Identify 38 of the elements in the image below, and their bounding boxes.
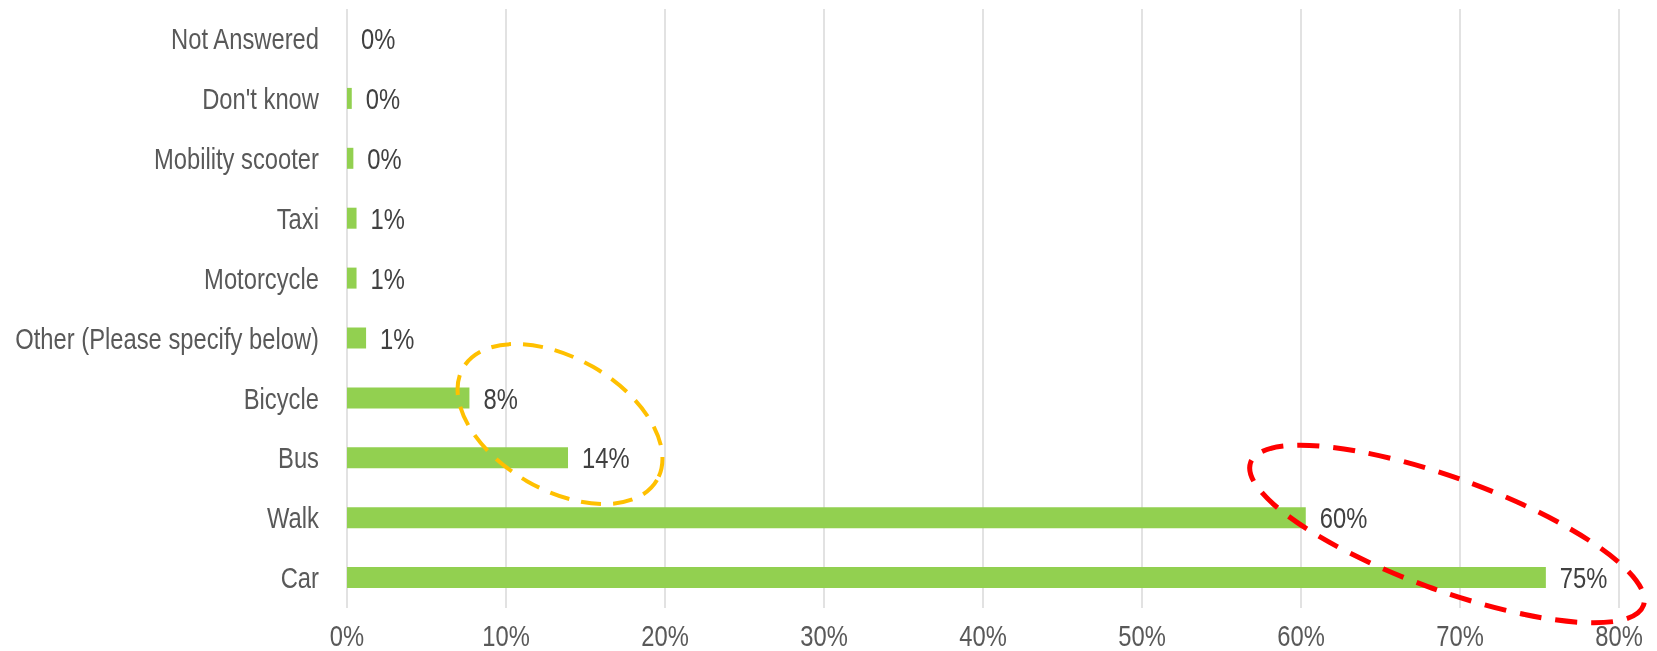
data-label: 0%: [365, 82, 401, 116]
bar: [347, 567, 1546, 589]
y-tick-label: Car: [280, 561, 320, 595]
bar: [347, 267, 357, 289]
y-tick-label: Other (Please specify below): [15, 322, 319, 356]
data-label: 75%: [1559, 561, 1608, 595]
y-tick-label: Bicycle: [243, 382, 319, 416]
bar: [347, 147, 354, 169]
data-label: 14%: [582, 442, 630, 475]
y-tick-label: Don't know: [202, 82, 320, 116]
x-tick-label: 40%: [959, 619, 1007, 651]
x-tick-label: 30%: [800, 619, 848, 651]
x-tick-label: 60%: [1277, 619, 1325, 651]
y-tick-label: Taxi: [276, 202, 319, 236]
x-tick-label: 20%: [641, 619, 689, 651]
bar: [347, 447, 569, 469]
data-label: 0%: [361, 22, 396, 56]
x-tick-label: 10%: [482, 619, 530, 651]
data-label: 0%: [367, 142, 402, 176]
y-tick-label: Motorcycle: [204, 262, 319, 296]
bar: [347, 507, 1306, 529]
y-tick-label: Mobility scooter: [153, 142, 320, 176]
bar: [347, 87, 352, 109]
x-tick-label: 50%: [1118, 619, 1166, 651]
data-label: 1%: [380, 322, 415, 356]
data-label: 8%: [483, 382, 518, 416]
bar: [347, 207, 357, 229]
y-tick-label: Bus: [278, 442, 319, 475]
x-tick-label: 70%: [1436, 619, 1484, 651]
bar: [347, 327, 367, 349]
x-tick-label: 0%: [329, 619, 365, 651]
data-label: 60%: [1319, 502, 1368, 535]
bar: [347, 387, 470, 409]
x-tick-label: 80%: [1595, 619, 1643, 651]
data-label: 1%: [370, 262, 405, 296]
y-tick-label: Not Answered: [171, 22, 319, 56]
data-label: 1%: [370, 202, 405, 236]
y-tick-label: Walk: [267, 502, 320, 535]
